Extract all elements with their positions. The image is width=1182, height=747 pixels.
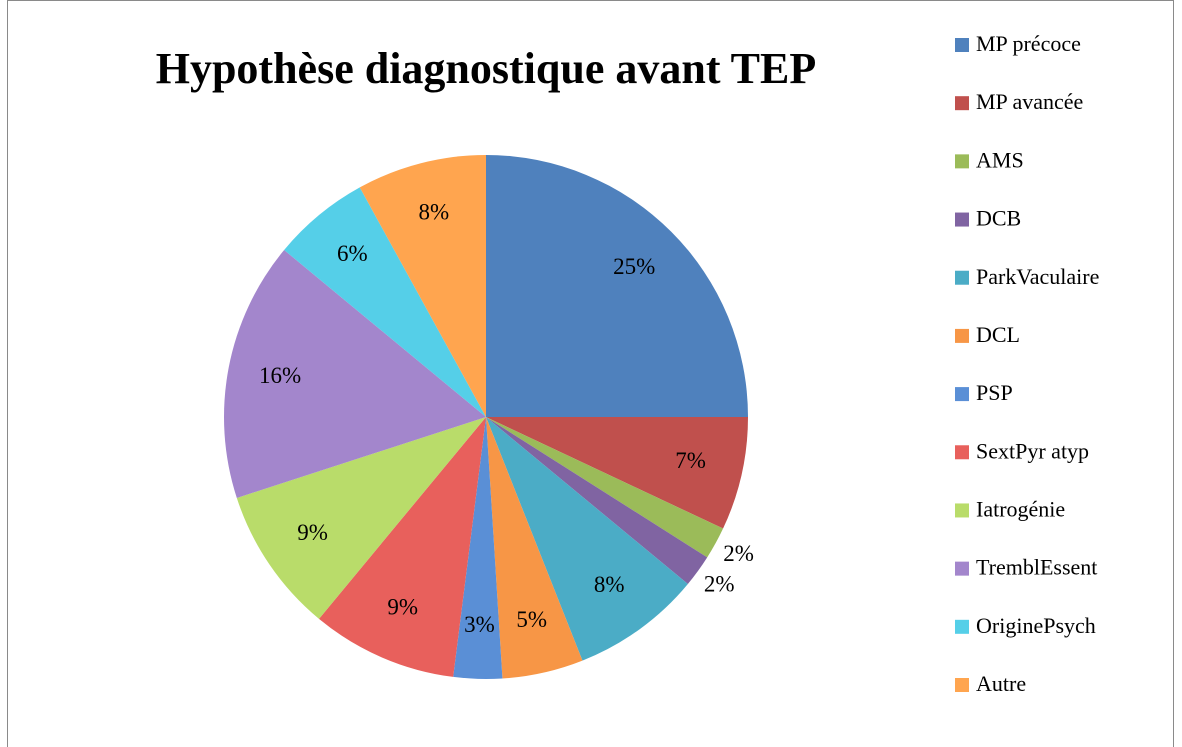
- data-label: 25%: [613, 254, 655, 279]
- data-label: 3%: [464, 612, 495, 637]
- data-label: 2%: [723, 541, 754, 566]
- legend-label: DCL: [976, 322, 1020, 347]
- legend-label: AMS: [976, 147, 1024, 172]
- pie-slice: [486, 417, 583, 679]
- legend-label: MP avancée: [976, 89, 1083, 114]
- legend-swatch: [955, 328, 969, 343]
- legend-swatch: [955, 445, 969, 460]
- legend-label: Autre: [976, 671, 1026, 696]
- legend-label: DCB: [976, 206, 1021, 231]
- pie-slice: [359, 155, 486, 417]
- legend-label: TremblEssent: [976, 555, 1097, 580]
- data-label: 9%: [387, 595, 418, 620]
- legend-label: OriginePsych: [976, 613, 1096, 638]
- pie-slice: [453, 417, 503, 679]
- legend-label: ParkVaculaire: [976, 264, 1099, 289]
- legend-swatch: [955, 678, 969, 692]
- legend-label: MP précoce: [976, 31, 1081, 56]
- legend-label: SextPyr atyp: [976, 438, 1089, 463]
- pie-slice: [486, 155, 748, 417]
- pie-slice: [486, 417, 708, 585]
- data-label: 9%: [297, 520, 328, 545]
- pie-slice: [486, 417, 748, 529]
- legend-swatch: [955, 270, 969, 285]
- legend-swatch: [955, 619, 969, 634]
- data-label: 7%: [675, 448, 706, 473]
- chart-title: Hypothèse diagnostique avant TEP: [156, 44, 817, 93]
- legend-swatch: [955, 212, 969, 227]
- legend-label: PSP: [976, 380, 1013, 405]
- chart-frame: [7, 0, 1174, 747]
- data-label: 6%: [337, 241, 368, 266]
- legend-swatch: [955, 154, 969, 169]
- pie-slice: [236, 417, 486, 619]
- data-label: 2%: [704, 572, 735, 597]
- pie-slice: [284, 187, 486, 417]
- pie-slice: [223, 249, 486, 498]
- data-label: 8%: [419, 199, 450, 224]
- data-label: 16%: [259, 363, 301, 388]
- legend-swatch: [955, 38, 969, 52]
- pie-slice: [486, 417, 724, 558]
- data-label: 5%: [516, 607, 547, 632]
- legend-swatch: [955, 387, 969, 402]
- pie-slice: [318, 417, 486, 677]
- legend-swatch: [955, 96, 969, 111]
- legend-label: Iatrogénie: [976, 497, 1065, 522]
- data-label: 8%: [594, 572, 625, 597]
- legend-swatch: [955, 561, 969, 576]
- legend-swatch: [955, 503, 969, 518]
- pie-slice: [486, 417, 688, 661]
